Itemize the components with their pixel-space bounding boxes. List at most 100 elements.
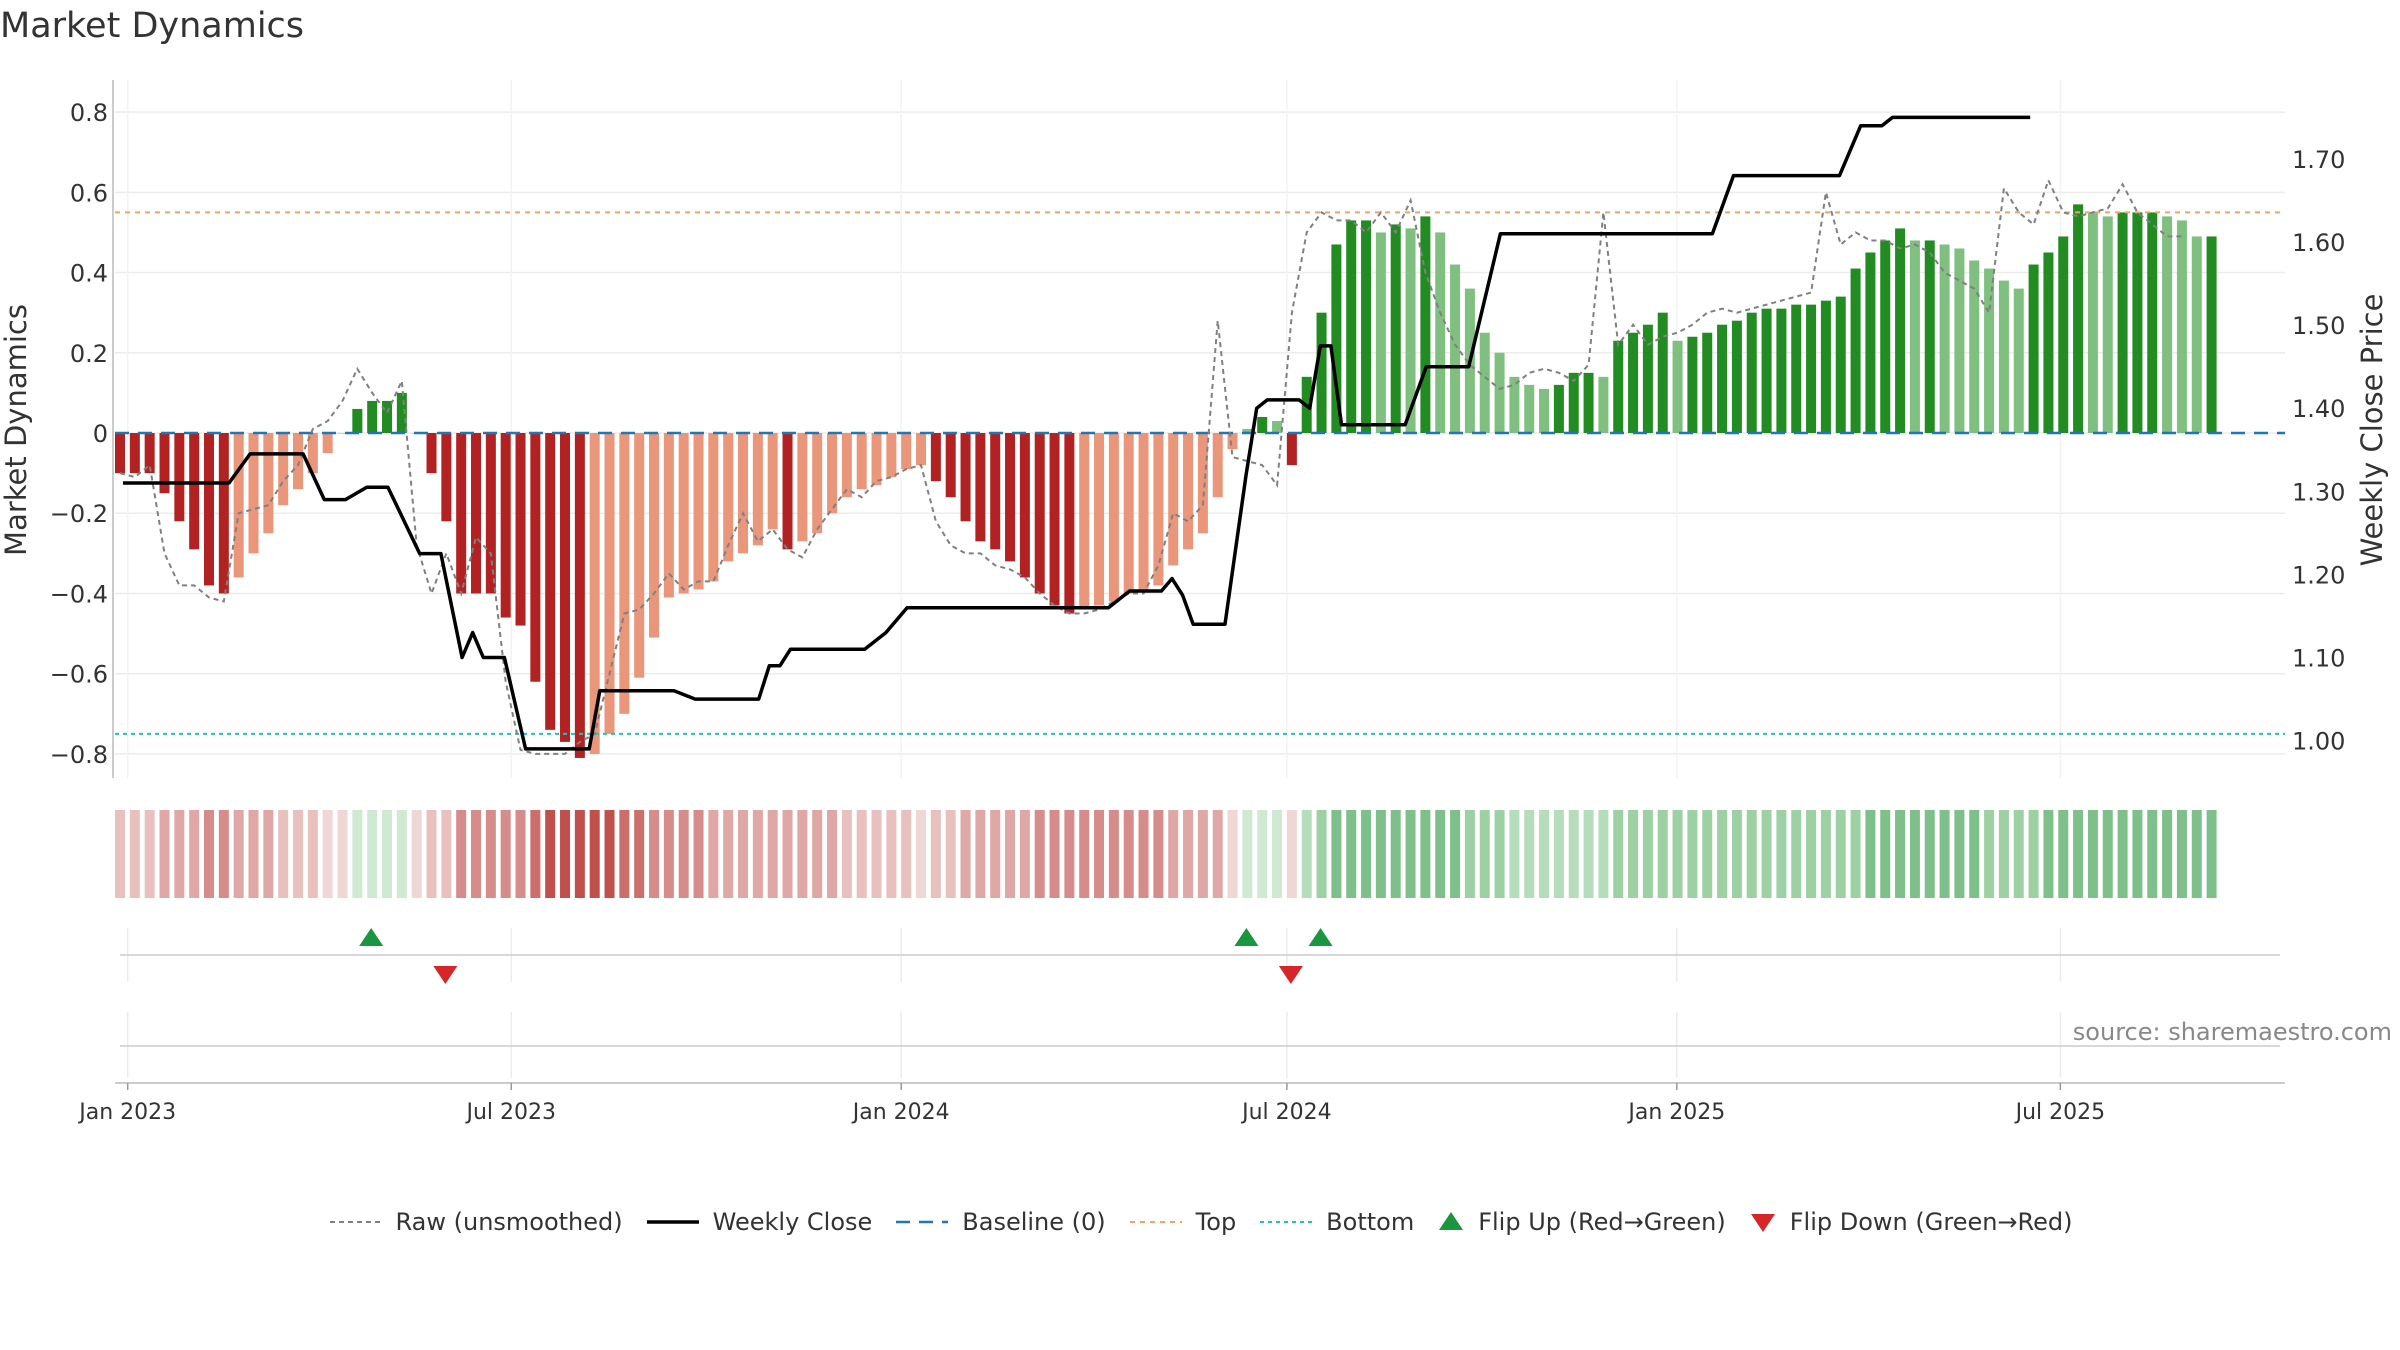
- bar: [218, 433, 229, 594]
- bar: [471, 433, 482, 594]
- strip-cell: [2073, 810, 2084, 898]
- strip-cell: [263, 810, 274, 898]
- x-tick-label: Jul 2023: [465, 1100, 557, 1125]
- bar: [1138, 433, 1149, 590]
- bar: [129, 433, 140, 474]
- strip-cell: [738, 810, 749, 898]
- bar: [2117, 212, 2128, 434]
- bar: [1227, 433, 1238, 450]
- bars: [115, 204, 2217, 758]
- flip-up-marker: [359, 928, 384, 946]
- bar: [738, 433, 749, 554]
- flip-markers: [120, 928, 2280, 1047]
- bar: [634, 433, 645, 678]
- bar: [1494, 352, 1505, 434]
- bar: [1954, 248, 1965, 434]
- strip-cell: [500, 810, 511, 898]
- strip-cell: [1998, 810, 2009, 898]
- bar: [1242, 429, 1253, 434]
- bar: [1420, 216, 1431, 434]
- y-tick-label: −0.2: [50, 500, 108, 528]
- bar: [293, 433, 304, 490]
- strip-cell: [174, 810, 185, 898]
- bar: [693, 433, 704, 590]
- legend-item-raw: Raw (unsmoothed): [328, 1208, 623, 1236]
- strip-cell: [2028, 810, 2039, 898]
- strip-cell: [426, 810, 437, 898]
- strip-cell: [1153, 810, 1164, 898]
- strip-cell: [649, 810, 660, 898]
- bar: [1820, 300, 1831, 434]
- legend: Raw (unsmoothed) Weekly Close Baseline (0)…: [0, 1208, 2400, 1236]
- bar: [1598, 376, 1609, 434]
- bar: [574, 433, 585, 758]
- y2-tick-label: 1.50: [2292, 312, 2345, 340]
- legend-label: Weekly Close: [712, 1208, 873, 1236]
- bar: [1717, 324, 1728, 434]
- strip-cell: [1123, 810, 1134, 898]
- strip-cell: [752, 810, 763, 898]
- strip-cell: [441, 810, 452, 898]
- strip-cell: [1094, 810, 1105, 898]
- strip-cell: [945, 810, 956, 898]
- strip-cell: [589, 810, 600, 898]
- bar: [248, 433, 259, 554]
- x-tick-label: Jan 2023: [77, 1100, 176, 1125]
- bar: [723, 433, 734, 562]
- strip-cell: [619, 810, 630, 898]
- bar: [500, 433, 511, 618]
- bar: [752, 433, 763, 546]
- bar: [1880, 240, 1891, 434]
- strip-cell: [411, 810, 422, 898]
- market-dynamics-chart: −0.8 −0.6 −0.4 −0.2 0 0.2 0.4 0.6 0.8 1.00 1.10 1.2…: [0, 80, 2389, 1125]
- strip-cell: [1969, 810, 1980, 898]
- strip-cell: [2191, 810, 2202, 898]
- strip-cell: [1835, 810, 1846, 898]
- flip-up-marker: [1308, 928, 1333, 946]
- strip-cell: [1257, 810, 1268, 898]
- strip-cell: [708, 810, 719, 898]
- legend-label: Bottom: [1326, 1208, 1415, 1236]
- legend-item-baseline: Baseline (0): [894, 1208, 1106, 1236]
- strip-cell: [1049, 810, 1060, 898]
- bar: [456, 433, 467, 594]
- bar: [1509, 376, 1520, 434]
- legend-item-bottom: Bottom: [1258, 1208, 1414, 1236]
- bar: [901, 433, 912, 470]
- legend-item-close: Weekly Close: [645, 1208, 873, 1236]
- strip-cell: [1227, 810, 1238, 898]
- strip-cell: [1138, 810, 1149, 898]
- bar: [278, 433, 289, 506]
- strip-cell: [693, 810, 704, 898]
- y2-tick-label: 1.20: [2292, 561, 2345, 589]
- bar: [2206, 236, 2217, 434]
- strip-cell: [485, 810, 496, 898]
- strip-cell: [1331, 810, 1342, 898]
- strip-cell: [1791, 810, 1802, 898]
- strip-cell: [352, 810, 363, 898]
- legend-swatch-close: [646, 1220, 699, 1224]
- strip-cell: [1806, 810, 1817, 898]
- bar: [204, 433, 215, 586]
- flip-down-marker: [433, 966, 458, 984]
- strip-cell: [382, 810, 393, 898]
- strip-cell: [1717, 810, 1728, 898]
- strip-cell: [1242, 810, 1253, 898]
- bar: [1791, 304, 1802, 434]
- strip-cell: [233, 810, 244, 898]
- bar: [1108, 433, 1119, 602]
- strip-cell: [604, 810, 615, 898]
- strip-cell: [2058, 810, 2069, 898]
- bar: [1909, 240, 1920, 434]
- bar: [1079, 433, 1090, 610]
- strip-cell: [1820, 810, 1831, 898]
- strip-cell: [248, 810, 259, 898]
- strip-cell: [1583, 810, 1594, 898]
- y2-tick-label: 1.60: [2292, 229, 2345, 257]
- strip-cell: [1984, 810, 1995, 898]
- strip-cell: [2206, 810, 2217, 898]
- bar: [619, 433, 630, 714]
- bar: [2102, 216, 2113, 434]
- bar: [2132, 212, 2143, 434]
- strip-cell: [530, 810, 541, 898]
